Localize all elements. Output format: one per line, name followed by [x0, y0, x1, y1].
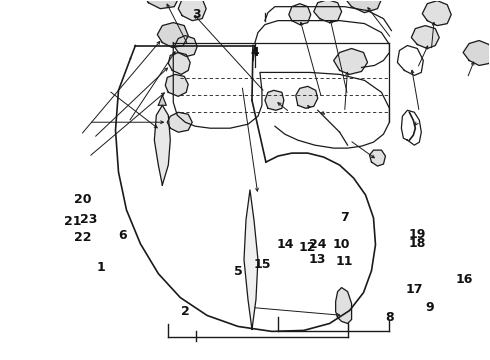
- Text: 14: 14: [276, 238, 294, 251]
- Text: 22: 22: [74, 231, 91, 244]
- Polygon shape: [422, 1, 451, 26]
- Text: 24: 24: [309, 238, 326, 251]
- Polygon shape: [296, 86, 318, 108]
- Polygon shape: [343, 0, 383, 13]
- Polygon shape: [168, 53, 190, 75]
- Text: 23: 23: [80, 213, 98, 226]
- Text: 6: 6: [118, 229, 127, 242]
- Polygon shape: [157, 23, 188, 48]
- Text: 8: 8: [385, 311, 394, 324]
- Text: 10: 10: [333, 238, 350, 251]
- Text: 15: 15: [253, 258, 270, 271]
- Polygon shape: [336, 288, 352, 323]
- Polygon shape: [314, 0, 342, 23]
- Text: 11: 11: [336, 255, 353, 268]
- Polygon shape: [178, 0, 206, 21]
- Polygon shape: [158, 95, 166, 105]
- Polygon shape: [463, 41, 490, 66]
- Text: 20: 20: [74, 193, 91, 206]
- Polygon shape: [412, 26, 439, 49]
- Polygon shape: [165, 75, 188, 96]
- Polygon shape: [265, 90, 284, 110]
- Text: 13: 13: [309, 253, 326, 266]
- Polygon shape: [369, 150, 386, 166]
- Text: 7: 7: [340, 211, 349, 224]
- Text: 4: 4: [250, 46, 259, 59]
- Text: 1: 1: [96, 261, 105, 274]
- Text: 12: 12: [299, 241, 317, 254]
- Polygon shape: [174, 36, 197, 57]
- Text: 3: 3: [192, 8, 200, 21]
- Text: 17: 17: [406, 283, 423, 296]
- Polygon shape: [154, 105, 171, 185]
- Polygon shape: [244, 190, 258, 329]
- Polygon shape: [334, 49, 368, 75]
- Text: 2: 2: [181, 305, 190, 318]
- Text: 19: 19: [409, 228, 426, 241]
- Polygon shape: [167, 112, 192, 132]
- Text: 9: 9: [425, 301, 434, 314]
- Text: 21: 21: [64, 215, 81, 228]
- Polygon shape: [143, 0, 180, 9]
- Text: 16: 16: [456, 273, 473, 286]
- Text: 18: 18: [409, 237, 426, 250]
- Polygon shape: [289, 4, 311, 24]
- Text: 5: 5: [234, 265, 243, 278]
